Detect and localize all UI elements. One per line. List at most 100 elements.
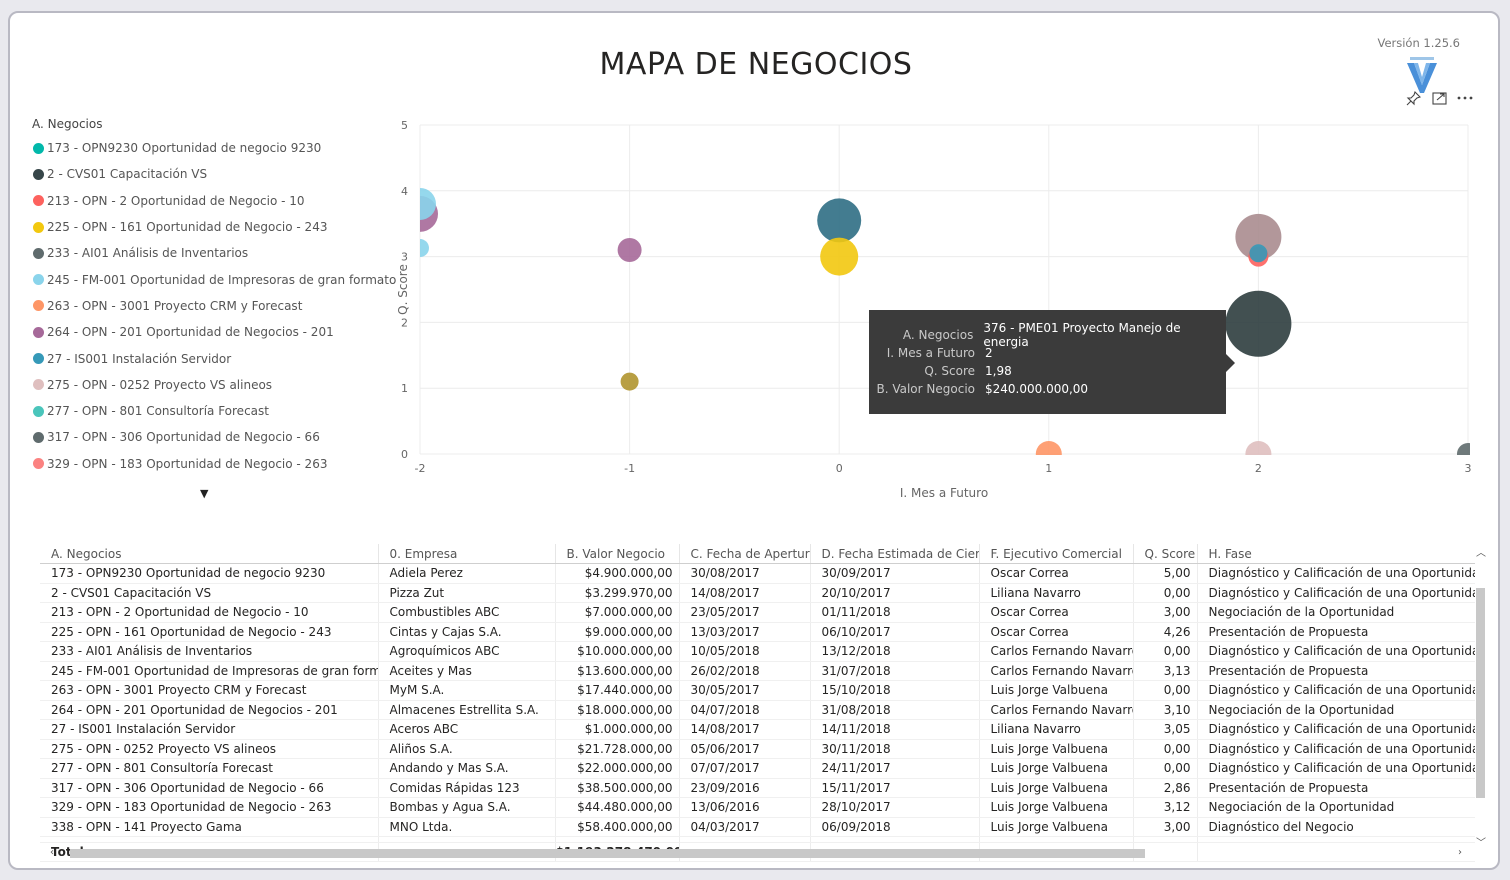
- table-cell: Luis Jorge Valbuena: [978, 817, 1133, 837]
- table-cell: 245 - FM-001 Oportunidad de Impresoras d…: [40, 661, 378, 681]
- data-point[interactable]: [620, 372, 639, 391]
- x-tick-label: 0: [836, 462, 843, 475]
- tooltip-row: B. Valor Negocio $240.000.000,00: [876, 382, 1089, 396]
- triangle-down-icon[interactable]: ▼: [200, 487, 209, 500]
- column-header[interactable]: B. Valor Negocio: [554, 544, 679, 564]
- table-row[interactable]: 213 - OPN - 2 Oportunidad de Negocio - 1…: [40, 602, 1475, 623]
- page-title: MAPA DE NEGOCIOS: [599, 47, 913, 82]
- table-cell: 4,26: [1132, 622, 1197, 642]
- tooltip-row: Q. Score 1,98: [924, 364, 1012, 378]
- legend-item[interactable]: 213 - OPN - 2 Oportunidad de Negocio - 1…: [32, 188, 382, 214]
- legend-item[interactable]: 277 - OPN - 801 Consultoría Forecast: [32, 398, 382, 424]
- y-tick-label: 2: [401, 316, 408, 329]
- table-row[interactable]: 233 - AI01 Análisis de Inventarios Agroqu…: [40, 641, 1475, 662]
- table-cell: 30/11/2018: [809, 739, 979, 759]
- table-cell: 13/12/2018: [809, 641, 979, 662]
- legend-label: 264 - OPN - 201 Oportunidad de Negocios …: [47, 325, 334, 340]
- legend-item[interactable]: 264 - OPN - 201 Oportunidad de Negocios …: [32, 319, 382, 345]
- legend-item[interactable]: 233 - AI01 Análisis de Inventarios: [32, 240, 382, 266]
- table-cell: 30/08/2017: [678, 563, 810, 584]
- table-row[interactable]: 173 - OPN9230 Oportunidad de negocio 923…: [40, 563, 1475, 584]
- column-header[interactable]: 0. Empresa: [377, 544, 555, 564]
- column-header[interactable]: F. Ejecutivo Comercial: [978, 544, 1133, 564]
- x-tick-label: 2: [1255, 462, 1262, 475]
- vertical-scrollbar[interactable]: ︿ ﹀: [1475, 546, 1487, 850]
- table-row[interactable]: 225 - OPN - 161 Oportunidad de Negocio -…: [40, 622, 1475, 642]
- data-point[interactable]: [617, 238, 642, 263]
- table-cell: 31/07/2018: [809, 661, 979, 681]
- data-point[interactable]: [1245, 441, 1272, 467]
- table-cell: Luis Jorge Valbuena: [978, 758, 1133, 779]
- legend-item[interactable]: 2 - CVS01 Capacitación VS: [32, 161, 382, 187]
- data-point[interactable]: [1235, 213, 1282, 260]
- column-header[interactable]: C. Fecha de Apertura: [678, 544, 810, 564]
- legend-dot-icon: [33, 195, 44, 207]
- data-point[interactable]: [1225, 290, 1292, 357]
- table-cell: Presentación de Propuesta: [1196, 661, 1475, 681]
- legend-item[interactable]: 27 - IS001 Instalación Servidor: [32, 345, 382, 371]
- column-header[interactable]: D. Fecha Estimada de Cierre: [809, 544, 979, 564]
- table-cell: Aliños S.A.: [377, 739, 555, 759]
- column-header[interactable]: Q. Score: [1132, 544, 1197, 564]
- scroll-thumb[interactable]: [1476, 588, 1485, 798]
- table-row[interactable]: 338 - OPN - 141 Proyecto Gama MNO Ltda. $5…: [40, 817, 1475, 837]
- legend-item[interactable]: 245 - FM-001 Oportunidad de Impresoras d…: [32, 266, 396, 292]
- table-row[interactable]: 275 - OPN - 0252 Proyecto VS alineos Aliñ…: [40, 739, 1475, 759]
- table-row[interactable]: 2 - CVS01 Capacitación VS Pizza Zut $3.299…: [40, 583, 1475, 603]
- tooltip-row: I. Mes a Futuro 2: [886, 346, 993, 360]
- data-point[interactable]: [817, 198, 862, 243]
- table-row[interactable]: 264 - OPN - 201 Oportunidad de Negocios …: [40, 700, 1475, 720]
- table-row[interactable]: 27 - IS001 Instalación Servidor Aceros AB…: [40, 719, 1475, 740]
- table-cell: Negociación de la Oportunidad: [1196, 797, 1475, 818]
- data-point[interactable]: [1457, 443, 1479, 465]
- table-row[interactable]: 329 - OPN - 183 Oportunidad de Negocio -…: [40, 797, 1475, 818]
- pin-icon[interactable]: [1404, 90, 1422, 106]
- table-cell: $17.440.000,00: [554, 680, 679, 701]
- table-cell: $38.500.000,00: [554, 778, 679, 798]
- data-point[interactable]: [1035, 441, 1062, 467]
- table-row[interactable]: 317 - OPN - 306 Oportunidad de Negocio -…: [40, 778, 1475, 798]
- table-cell: 275 - OPN - 0252 Proyecto VS alineos: [40, 739, 378, 759]
- table-cell: $9.000.000,00: [554, 622, 679, 642]
- scroll-right-icon[interactable]: ›: [1458, 847, 1462, 858]
- column-header[interactable]: A. Negocios: [40, 544, 378, 564]
- table-cell: 329 - OPN - 183 Oportunidad de Negocio -…: [40, 797, 378, 818]
- scroll-thumb[interactable]: [70, 849, 1145, 858]
- horizontal-scrollbar[interactable]: ‹ ›: [40, 847, 1476, 861]
- legend-item[interactable]: 275 - OPN - 0252 Proyecto VS alineos: [32, 372, 382, 398]
- table-row[interactable]: 245 - FM-001 Oportunidad de Impresoras d…: [40, 661, 1475, 681]
- focus-mode-icon[interactable]: [1430, 90, 1448, 106]
- table-row[interactable]: 277 - OPN - 801 Consultoría Forecast Anda…: [40, 758, 1475, 779]
- table-cell: 26/02/2018: [678, 661, 810, 681]
- table-cell: 5,00: [1132, 563, 1197, 584]
- legend-dot-icon: [33, 405, 44, 417]
- legend-label: 225 - OPN - 161 Oportunidad de Negocio -…: [47, 220, 328, 235]
- scroll-down-icon[interactable]: ﹀: [1476, 838, 1486, 849]
- data-point[interactable]: [820, 237, 859, 276]
- legend-item[interactable]: 173 - OPN9230 Oportunidad de negocio 923…: [32, 135, 382, 161]
- legend-item[interactable]: 225 - OPN - 161 Oportunidad de Negocio -…: [32, 214, 382, 240]
- data-point[interactable]: [404, 187, 436, 220]
- scroll-up-icon[interactable]: ︿: [1476, 548, 1486, 559]
- legend-item[interactable]: 329 - OPN - 183 Oportunidad de Negocio -…: [32, 451, 382, 477]
- y-tick-label: 1: [401, 382, 408, 395]
- legend-label: 275 - OPN - 0252 Proyecto VS alineos: [47, 377, 273, 392]
- table-cell: 15/11/2017: [809, 778, 979, 798]
- data-point[interactable]: [411, 239, 429, 258]
- data-point[interactable]: [1249, 244, 1268, 263]
- legend-item[interactable]: 317 - OPN - 306 Oportunidad de Negocio -…: [32, 424, 382, 450]
- legend-dot-icon: [33, 247, 44, 259]
- table-cell: 213 - OPN - 2 Oportunidad de Negocio - 1…: [40, 602, 378, 623]
- column-header[interactable]: H. Fase: [1196, 544, 1475, 564]
- scroll-left-icon[interactable]: ‹: [50, 847, 54, 858]
- legend-dot-icon: [33, 353, 44, 365]
- legend-item[interactable]: 263 - OPN - 3001 Proyecto CRM y Forecast: [32, 293, 382, 319]
- table-cell: MNO Ltda.: [377, 817, 555, 837]
- legend-dot-icon: [33, 274, 44, 286]
- table-row[interactable]: 263 - OPN - 3001 Proyecto CRM y Forecast…: [40, 680, 1475, 701]
- legend-dot-icon: [33, 142, 44, 154]
- table-cell: 07/07/2017: [678, 758, 810, 779]
- more-options-icon[interactable]: [1456, 90, 1474, 106]
- table-cell: 0,00: [1132, 583, 1197, 603]
- y-tick-label: 4: [401, 185, 408, 198]
